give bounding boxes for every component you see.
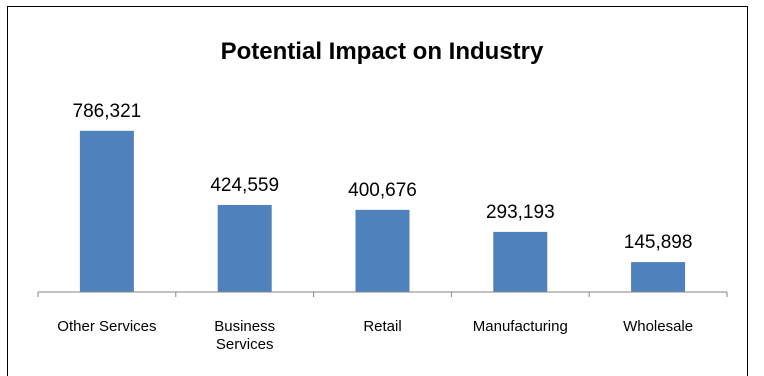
value-label-manufacturing: 293,193 <box>486 202 555 223</box>
category-label-manufacturing: Manufacturing <box>473 318 568 335</box>
category-label-wholesale: Wholesale <box>623 318 693 335</box>
category-label-line: Retail <box>363 318 401 335</box>
bar-other-services <box>79 130 134 292</box>
bar-retail <box>355 209 410 292</box>
value-label-business-services: 424,559 <box>210 175 279 196</box>
category-label-line: Other Services <box>57 318 156 335</box>
chart-title: Potential Impact on Industry <box>221 38 544 65</box>
category-labels: Other Services Business Services Retail Manu… <box>57 318 693 353</box>
category-label-other-services: Other Services <box>57 318 156 335</box>
category-label-line: Manufacturing <box>473 318 568 335</box>
value-label-retail: 400,676 <box>348 180 417 201</box>
category-label-line: Wholesale <box>623 318 693 335</box>
x-axis <box>37 291 728 297</box>
bar-wholesale <box>631 262 686 292</box>
category-label-retail: Retail <box>363 318 401 335</box>
category-label-business-services: Business Services <box>214 318 275 353</box>
bar-business-services <box>217 204 272 292</box>
value-labels: 786,321 424,559 400,676 293,193 145,898 <box>73 101 693 253</box>
bar-manufacturing <box>493 231 548 292</box>
bars-layer <box>79 130 686 292</box>
value-label-other-services: 786,321 <box>73 101 142 122</box>
value-label-wholesale: 145,898 <box>624 232 693 253</box>
category-label-line: Services <box>216 336 274 353</box>
category-label-line: Business <box>214 318 275 335</box>
